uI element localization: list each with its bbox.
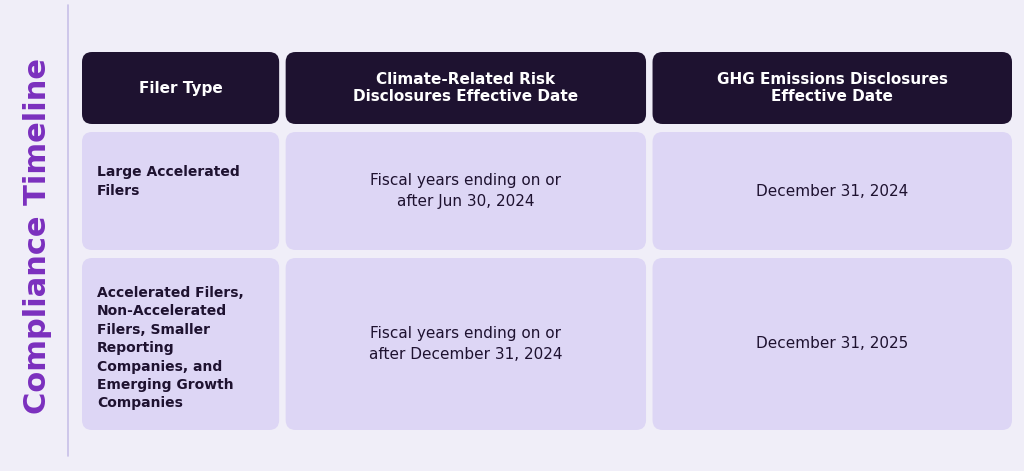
Text: Accelerated Filers,
Non-Accelerated
Filers, Smaller
Reporting
Companies, and
Eme: Accelerated Filers, Non-Accelerated File…: [97, 286, 244, 410]
FancyBboxPatch shape: [286, 132, 646, 250]
Text: Compliance Timeline: Compliance Timeline: [24, 57, 52, 414]
FancyBboxPatch shape: [82, 52, 280, 124]
FancyBboxPatch shape: [82, 132, 280, 250]
FancyBboxPatch shape: [652, 132, 1012, 250]
FancyBboxPatch shape: [82, 258, 280, 430]
FancyBboxPatch shape: [286, 258, 646, 430]
Text: December 31, 2025: December 31, 2025: [756, 336, 908, 351]
Text: Fiscal years ending on or
after December 31, 2024: Fiscal years ending on or after December…: [369, 326, 562, 362]
FancyBboxPatch shape: [286, 52, 646, 124]
FancyBboxPatch shape: [652, 52, 1012, 124]
Text: Fiscal years ending on or
after Jun 30, 2024: Fiscal years ending on or after Jun 30, …: [371, 173, 561, 209]
Text: Large Accelerated
Filers: Large Accelerated Filers: [97, 165, 240, 198]
Text: Climate-Related Risk
Disclosures Effective Date: Climate-Related Risk Disclosures Effecti…: [353, 72, 579, 104]
Text: December 31, 2024: December 31, 2024: [756, 184, 908, 198]
Text: Filer Type: Filer Type: [138, 81, 222, 96]
FancyBboxPatch shape: [652, 258, 1012, 430]
Text: GHG Emissions Disclosures
Effective Date: GHG Emissions Disclosures Effective Date: [717, 72, 948, 104]
